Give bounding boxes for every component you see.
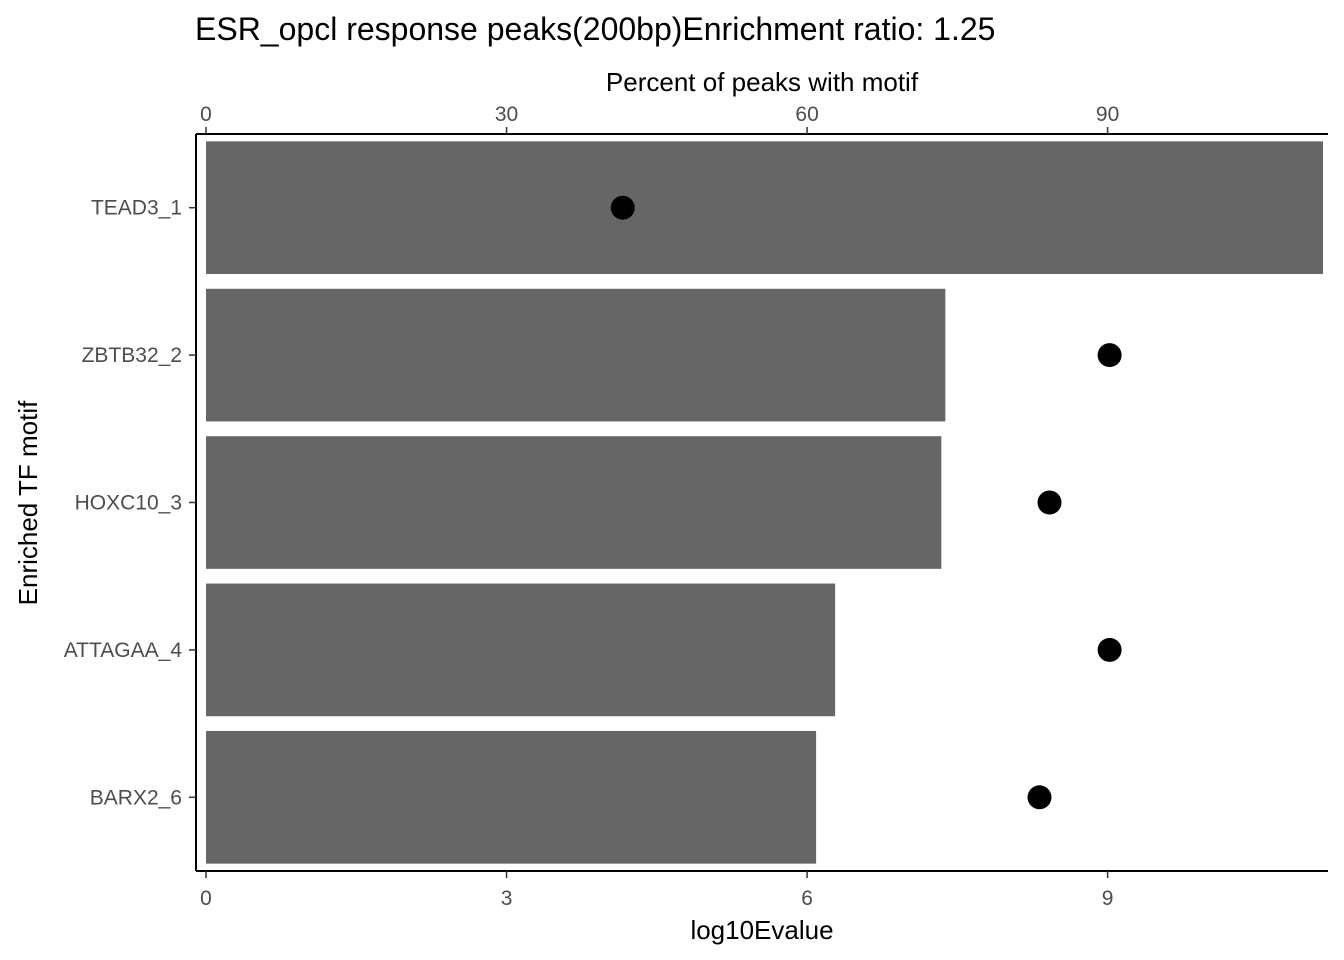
point-barx2_6	[1027, 785, 1052, 810]
bar-hoxc10_3	[206, 436, 942, 569]
category-label-attagaa_4: ATTAGAA_4	[64, 639, 183, 662]
category-label-hoxc10_3: HOXC10_3	[75, 492, 182, 515]
top-tick-label-60: 60	[795, 103, 818, 126]
top-tick-label-90: 90	[1096, 103, 1119, 126]
points-layer	[610, 195, 1122, 810]
category-label-zbtb32_2: ZBTB32_2	[82, 344, 182, 367]
bar-tead3_1	[206, 141, 1323, 275]
ticks-layer: 0 3 6 90 30 60 90	[189, 103, 1119, 910]
bottom-axis-title: log10Evalue	[690, 915, 833, 945]
bar-barx2_6	[206, 730, 817, 864]
bar-zbtb32_2	[206, 288, 946, 422]
y-axis-title: Enriched TF motif	[13, 400, 43, 605]
bottom-tick-label-9: 9	[1102, 887, 1114, 910]
point-hoxc10_3	[1037, 490, 1062, 515]
top-tick-label-30: 30	[495, 103, 518, 126]
category-label-barx2_6: BARX2_6	[90, 786, 182, 809]
bottom-tick-label-6: 6	[801, 887, 813, 910]
chart-title: ESR_opcl response peaks(200bp)Enrichment…	[195, 11, 995, 47]
bar-attagaa_4	[206, 583, 836, 717]
top-tick-label-0: 0	[200, 103, 212, 126]
category-label-tead3_1: TEAD3_1	[91, 197, 182, 220]
category-labels-layer: TEAD3_1 ZBTB32_2 HOXC10_3 ATTAGAA_4 BARX2_6	[64, 197, 183, 810]
bottom-tick-label-3: 3	[501, 887, 513, 910]
bars-layer	[206, 141, 1323, 864]
point-attagaa_4	[1097, 637, 1122, 662]
point-tead3_1	[610, 195, 635, 220]
top-axis-title: Percent of peaks with motif	[606, 67, 919, 97]
bottom-tick-label-0: 0	[200, 887, 212, 910]
point-zbtb32_2	[1097, 343, 1122, 368]
